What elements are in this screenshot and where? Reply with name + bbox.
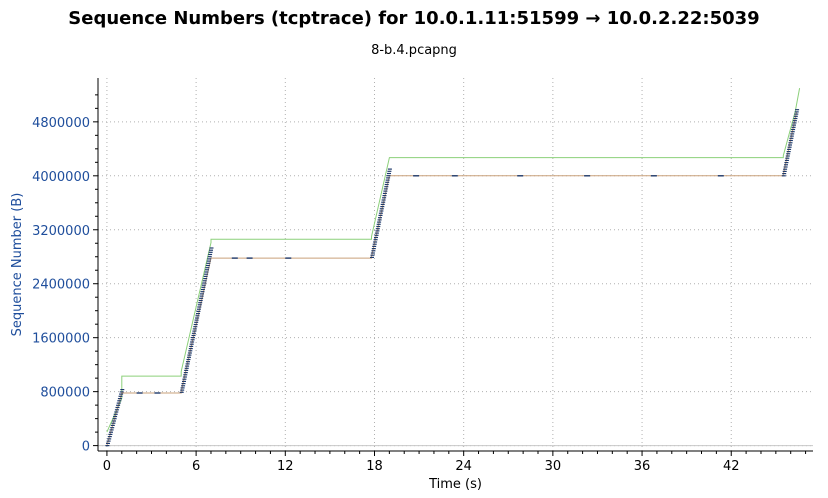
- chart-subtitle: 8-b.4.pcapng: [371, 43, 457, 58]
- x-tick-label: 42: [723, 459, 740, 474]
- receive-window-line: [106, 88, 801, 433]
- x-tick-label: 24: [455, 459, 472, 474]
- y-axis-label: Sequence Number (B): [10, 193, 25, 337]
- x-tick-label: 12: [277, 459, 294, 474]
- x-axis-label: Time (s): [428, 477, 482, 492]
- x-tick-label: 30: [545, 459, 562, 474]
- chart-title: Sequence Numbers (tcptrace) for 10.0.1.1…: [68, 8, 760, 29]
- y-tick-label: 1600000: [32, 332, 90, 347]
- y-tick-label: 4800000: [32, 116, 90, 131]
- x-tick-label: 18: [366, 459, 383, 474]
- y-tick-label: 2400000: [32, 278, 90, 293]
- axes: [93, 78, 813, 456]
- x-tick-label: 36: [634, 459, 651, 474]
- y-tick-label: 3200000: [32, 224, 90, 239]
- x-tick-label: 6: [192, 459, 200, 474]
- x-tick-label: 0: [103, 459, 111, 474]
- tick-labels: 0 800000 1600000 2400000 3200000 4000000 48000…: [32, 116, 739, 474]
- y-tick-label: 800000: [40, 386, 90, 401]
- y-tick-label: 4000000: [32, 170, 90, 185]
- grid-lines: [98, 78, 813, 451]
- series-layer: [105, 88, 801, 447]
- ack-line: [106, 111, 798, 446]
- y-tick-label: 0: [82, 440, 90, 455]
